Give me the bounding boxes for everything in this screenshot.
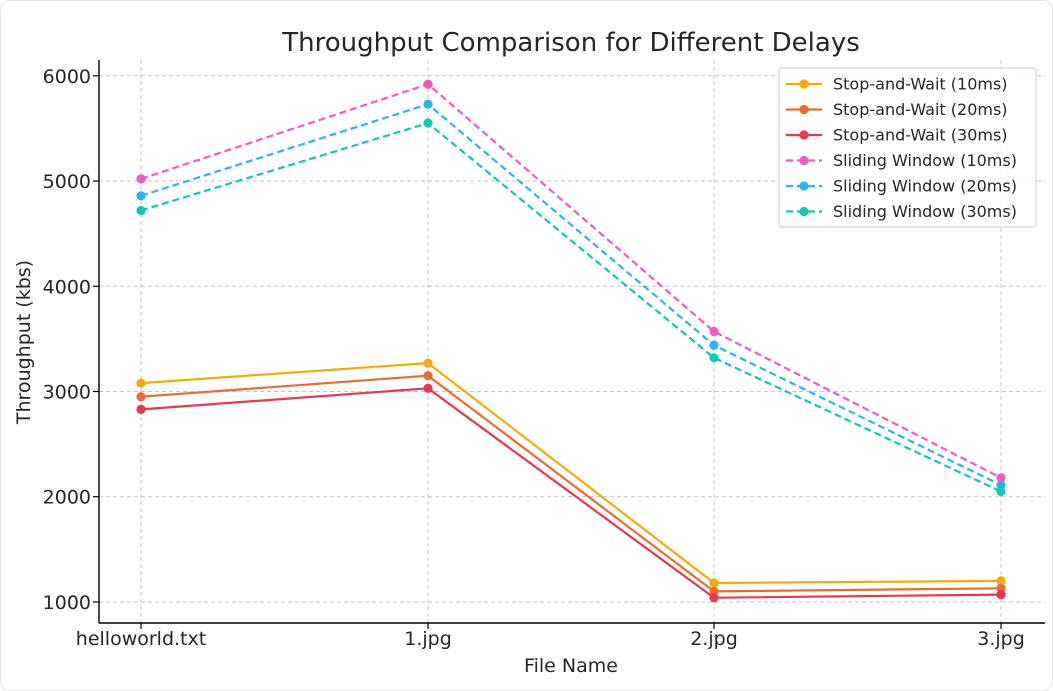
data-point [136, 404, 146, 414]
legend-label-6: Sliding Window (30ms) [833, 202, 1017, 221]
series-line-1 [140, 362, 1002, 585]
data-point [423, 371, 433, 381]
data-point [996, 486, 1006, 497]
data-point [136, 392, 146, 402]
data-point [136, 378, 146, 388]
data-point [423, 358, 433, 368]
y-tick-label: 2000 [43, 487, 91, 509]
legend-marker-2 [799, 104, 809, 115]
data-point [709, 326, 719, 337]
data-point [136, 191, 146, 201]
legend-label-2: Stop-and-Wait (20ms) [833, 100, 1008, 119]
data-point [709, 586, 719, 597]
series-line-2 [140, 374, 1002, 593]
legend-marker-5 [799, 181, 809, 191]
series-line-5 [140, 103, 1002, 487]
data-point [709, 340, 719, 350]
data-point [423, 99, 433, 109]
data-point [996, 480, 1006, 490]
x-tick-label: 2.jpg [690, 628, 738, 650]
y-tick-label: 4000 [43, 276, 91, 298]
legend-label-4: Sliding Window (10ms) [833, 151, 1017, 170]
legend-marker-4 [799, 155, 809, 166]
legend-label-5: Sliding Window (20ms) [833, 177, 1017, 196]
legend: Stop-and-Wait (10ms) Stop-and-Wait (20ms)… [778, 67, 1037, 228]
data-point [423, 79, 433, 89]
legend-box [778, 67, 1037, 228]
data-point [423, 118, 433, 128]
y-axis-label: Throughput (kbs) [13, 260, 35, 425]
grid-layer [99, 60, 1045, 623]
series-line-3 [140, 387, 1002, 599]
ticks-layer: helloworld.txt 1.jpg 2.jpg 3.jpg 1000 2000 300… [43, 66, 1025, 650]
y-tick-label: 5000 [43, 171, 91, 193]
data-point [423, 383, 433, 393]
legend-marker-3 [799, 130, 809, 140]
y-tick-label: 6000 [43, 66, 91, 88]
data-point [996, 576, 1006, 586]
data-point [996, 583, 1006, 593]
legend-marker-6 [799, 206, 809, 217]
series-line-6 [140, 121, 1002, 493]
legend-marker-1 [799, 79, 809, 89]
chart-title: Throughput Comparison for Different Dela… [281, 28, 860, 58]
x-tick-label: 3.jpg [977, 628, 1025, 650]
series-layer [136, 79, 1006, 603]
data-point [996, 473, 1006, 483]
x-axis-label: File Name [524, 655, 618, 677]
x-tick-label: helloworld.txt [76, 628, 206, 650]
data-point [136, 174, 146, 184]
axes-layer [98, 60, 1045, 624]
data-point [709, 353, 719, 363]
y-tick-label: 1000 [43, 592, 91, 614]
data-point [709, 578, 719, 588]
data-point [136, 205, 146, 216]
x-tick-label: 1.jpg [404, 628, 452, 650]
legend-label-1: Stop-and-Wait (10ms) [833, 75, 1008, 94]
series-line-4 [140, 83, 1002, 479]
legend-label-3: Stop-and-Wait (30ms) [833, 126, 1008, 145]
y-tick-label: 3000 [43, 381, 91, 403]
data-point [709, 593, 719, 603]
data-point [996, 590, 1006, 600]
